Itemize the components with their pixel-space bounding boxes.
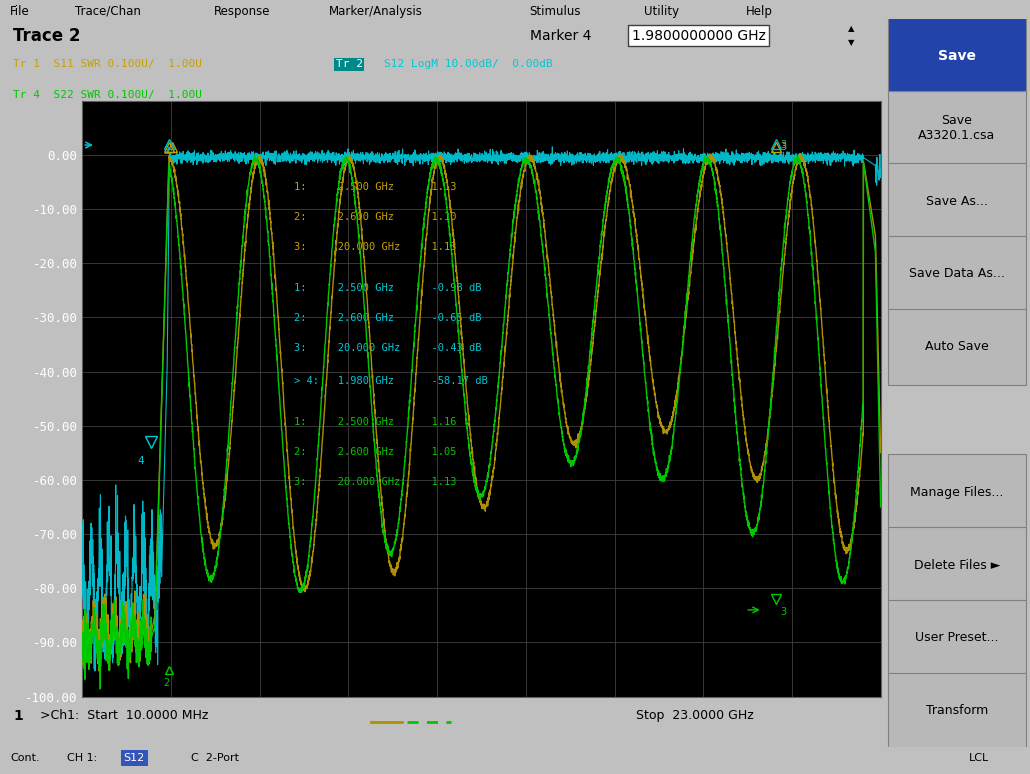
Text: 3: 3 <box>780 142 786 152</box>
Text: 2:     2.600 GHz      1.10: 2: 2.600 GHz 1.10 <box>294 212 456 222</box>
Text: 1:     2.500 GHz      -0.98 dB: 1: 2.500 GHz -0.98 dB <box>294 283 481 293</box>
Text: 3:     20.000 GHz     1.13: 3: 20.000 GHz 1.13 <box>294 477 456 487</box>
Text: S12: S12 <box>124 753 145 763</box>
FancyBboxPatch shape <box>888 91 1026 166</box>
Text: 2: 2 <box>164 678 170 688</box>
Text: Stimulus: Stimulus <box>529 5 581 18</box>
Text: 1:     2.500 GHz      1.16: 1: 2.500 GHz 1.16 <box>294 417 456 427</box>
Text: Trace/Chan: Trace/Chan <box>75 5 141 18</box>
Text: Delete Files ►: Delete Files ► <box>914 559 1000 571</box>
FancyBboxPatch shape <box>888 236 1026 312</box>
Text: 2:     2.600 GHz      -0.65 dB: 2: 2.600 GHz -0.65 dB <box>294 313 481 324</box>
Text: C  2-Port: C 2-Port <box>191 753 239 763</box>
FancyBboxPatch shape <box>888 309 1026 385</box>
Text: 3:     20.000 GHz     1.13: 3: 20.000 GHz 1.13 <box>294 241 456 252</box>
Text: 3:     20.000 GHz     -0.43 dB: 3: 20.000 GHz -0.43 dB <box>294 343 481 353</box>
Text: ▲: ▲ <box>849 24 855 33</box>
Text: 2: 2 <box>164 146 170 156</box>
Text: 1.9800000000 GHz: 1.9800000000 GHz <box>631 29 765 43</box>
FancyBboxPatch shape <box>888 600 1026 676</box>
Text: Cont.: Cont. <box>10 753 40 763</box>
Text: LCL: LCL <box>968 753 989 763</box>
Text: Tr 1  S11 SWR 0.100U/  1.00U: Tr 1 S11 SWR 0.100U/ 1.00U <box>13 60 202 70</box>
Text: User Preset...: User Preset... <box>915 632 999 644</box>
Text: 2:     2.600 GHz      1.05: 2: 2.600 GHz 1.05 <box>294 447 456 457</box>
Text: ▼: ▼ <box>849 38 855 47</box>
FancyBboxPatch shape <box>888 454 1026 530</box>
Text: > 4:   1.980 GHz      -58.17 dB: > 4: 1.980 GHz -58.17 dB <box>294 375 487 385</box>
Text: Auto Save: Auto Save <box>925 341 989 353</box>
FancyBboxPatch shape <box>888 163 1026 239</box>
Text: Utility: Utility <box>644 5 679 18</box>
Text: 1:     2.500 GHz      1.13: 1: 2.500 GHz 1.13 <box>294 182 456 192</box>
FancyBboxPatch shape <box>888 18 1026 94</box>
Text: Save As...: Save As... <box>926 195 988 207</box>
Text: Trace 2: Trace 2 <box>13 26 80 45</box>
Text: File: File <box>10 5 30 18</box>
Text: Marker 4: Marker 4 <box>530 29 591 43</box>
Text: Help: Help <box>746 5 772 18</box>
Text: Marker/Analysis: Marker/Analysis <box>329 5 422 18</box>
Text: 1: 1 <box>13 709 23 723</box>
Text: CH 1:: CH 1: <box>67 753 97 763</box>
Text: 3: 3 <box>780 608 786 618</box>
Text: S12 LogM 10.00dB/  0.00dB: S12 LogM 10.00dB/ 0.00dB <box>384 60 553 70</box>
Text: Transform: Transform <box>926 704 988 717</box>
Text: >Ch1:  Start  10.0000 MHz: >Ch1: Start 10.0000 MHz <box>40 709 208 722</box>
Text: 3: 3 <box>780 140 786 150</box>
Text: Response: Response <box>214 5 271 18</box>
Text: Stop  23.0000 GHz: Stop 23.0000 GHz <box>637 709 754 722</box>
Text: Save Data As...: Save Data As... <box>908 268 1005 280</box>
Text: Save: Save <box>938 49 975 63</box>
Text: 4: 4 <box>138 456 144 466</box>
Text: Tr 4  S22 SWR 0.100U/  1.00U: Tr 4 S22 SWR 0.100U/ 1.00U <box>13 90 202 100</box>
Text: Save
A3320.1.csa: Save A3320.1.csa <box>919 115 995 142</box>
FancyBboxPatch shape <box>888 673 1026 748</box>
Text: Manage Files...: Manage Files... <box>911 486 1003 498</box>
Text: Tr 2: Tr 2 <box>336 60 363 70</box>
FancyBboxPatch shape <box>888 527 1026 603</box>
